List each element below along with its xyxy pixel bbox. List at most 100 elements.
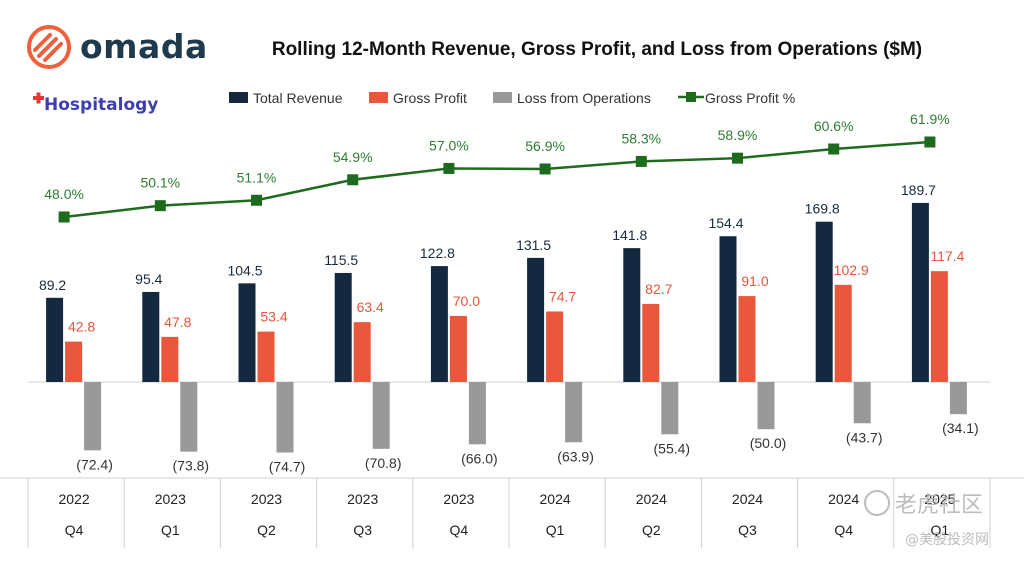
legend: Total Revenue Gross Profit Loss from Ope… bbox=[229, 90, 795, 106]
data-label-total-revenue: 189.7 bbox=[901, 182, 936, 198]
marker-gross-profit-pct bbox=[251, 194, 262, 206]
data-label-total-revenue: 89.2 bbox=[39, 277, 66, 293]
marker-gross-profit-pct bbox=[443, 162, 455, 174]
x-tick-year: 2024 bbox=[828, 491, 859, 507]
legend-swatch-gross-profit bbox=[369, 92, 388, 103]
x-tick-year: 2024 bbox=[732, 491, 763, 507]
x-tick-year: 2024 bbox=[540, 491, 571, 507]
line-gross-profit-pct bbox=[63, 140, 930, 219]
bar-gross-profit bbox=[834, 284, 852, 382]
x-tick-quarter: Q2 bbox=[642, 522, 661, 538]
bar-loss-from-operations bbox=[276, 382, 294, 453]
legend-marker-gross-profit-pct bbox=[686, 92, 696, 102]
bar-total-revenue bbox=[527, 257, 545, 382]
category-axis: 2022 Q4 2023 Q1 2023 Q2 2023 Q3 2023 Q4 2024 Q1 2024… bbox=[0, 477, 1024, 548]
marker-gross-profit-pct bbox=[539, 163, 551, 175]
data-label-gross-profit-pct: 48.0% bbox=[44, 186, 84, 202]
marker-gross-profit-pct bbox=[732, 152, 743, 164]
x-tick-quarter: Q4 bbox=[450, 522, 469, 538]
plot-area: 89.2 42.8 (72.4) 95.4 47.8 (73.8) 104.5 53.4 (74… bbox=[28, 111, 990, 475]
bar-total-revenue bbox=[334, 272, 352, 382]
data-label-gross-profit-pct: 60.6% bbox=[814, 118, 854, 134]
x-tick-quarter: Q2 bbox=[257, 522, 276, 538]
omada-logo: omada bbox=[27, 25, 208, 69]
bar-gross-profit bbox=[161, 336, 179, 382]
bar-total-revenue bbox=[719, 236, 737, 382]
x-tick-quarter: Q4 bbox=[834, 522, 853, 538]
bar-loss-from-operations bbox=[180, 382, 198, 452]
data-label-total-revenue: 141.8 bbox=[612, 227, 647, 243]
x-tick-year: 2023 bbox=[155, 491, 186, 507]
legend-label-gross-profit-pct: Gross Profit % bbox=[705, 90, 795, 106]
data-label-total-revenue: 122.8 bbox=[420, 245, 455, 261]
legend-swatch-revenue bbox=[229, 92, 248, 103]
data-label-gross-profit: 53.4 bbox=[260, 309, 287, 325]
data-label-loss-from-operations: (50.0) bbox=[750, 435, 787, 451]
data-label-total-revenue: 131.5 bbox=[516, 237, 551, 253]
legend-label-loss: Loss from Operations bbox=[517, 90, 651, 106]
data-label-gross-profit-pct: 58.3% bbox=[621, 130, 661, 146]
data-label-gross-profit: 47.8 bbox=[164, 314, 191, 330]
marker-gross-profit-pct bbox=[347, 174, 359, 186]
legend-item-loss: Loss from Operations bbox=[493, 90, 651, 106]
bar-total-revenue bbox=[815, 221, 833, 382]
hospitalogy-logo-text: Hospitalogy bbox=[44, 95, 158, 115]
bar-loss-from-operations bbox=[757, 382, 775, 430]
data-label-gross-profit-pct: 50.1% bbox=[140, 175, 180, 191]
data-label-gross-profit-pct: 61.9% bbox=[910, 111, 950, 127]
data-label-total-revenue: 95.4 bbox=[135, 271, 162, 287]
x-tick-year: 2023 bbox=[443, 491, 474, 507]
bar-total-revenue bbox=[430, 266, 448, 382]
bar-gross-profit bbox=[257, 331, 275, 382]
x-tick-year: 2022 bbox=[59, 491, 90, 507]
bar-gross-profit bbox=[449, 315, 467, 382]
x-tick-quarter: Q3 bbox=[738, 522, 757, 538]
data-label-total-revenue: 104.5 bbox=[227, 262, 262, 278]
bar-loss-from-operations bbox=[853, 382, 871, 424]
x-tick-quarter: Q1 bbox=[161, 522, 180, 538]
data-label-total-revenue: 154.4 bbox=[708, 215, 743, 231]
data-label-gross-profit: 74.7 bbox=[549, 288, 576, 304]
data-label-loss-from-operations: (34.1) bbox=[942, 420, 979, 436]
bar-total-revenue bbox=[238, 283, 256, 382]
data-label-loss-from-operations: (66.0) bbox=[461, 450, 498, 466]
marker-gross-profit-pct bbox=[924, 136, 936, 148]
data-label-gross-profit-pct: 58.9% bbox=[718, 127, 758, 143]
x-tick-quarter: Q1 bbox=[546, 522, 565, 538]
x-tick-year: 2025 bbox=[924, 491, 955, 507]
data-label-gross-profit: 117.4 bbox=[930, 248, 964, 264]
hospitalogy-cross-icon bbox=[33, 92, 44, 104]
marker-gross-profit-pct bbox=[154, 200, 166, 212]
legend-swatch-loss bbox=[493, 92, 512, 103]
omada-logo-text: omada bbox=[80, 27, 208, 66]
data-label-gross-profit: 63.4 bbox=[357, 299, 384, 315]
bar-gross-profit bbox=[546, 311, 564, 382]
data-label-loss-from-operations: (73.8) bbox=[173, 458, 210, 474]
data-label-gross-profit-pct: 57.0% bbox=[429, 137, 469, 153]
data-label-loss-from-operations: (63.9) bbox=[557, 448, 594, 464]
marker-gross-profit-pct bbox=[828, 143, 840, 155]
data-label-total-revenue: 169.8 bbox=[805, 201, 840, 217]
legend-item-gross-profit-pct: Gross Profit % bbox=[678, 90, 795, 106]
watermark: 老虎社区 @美股投资网 bbox=[864, 490, 989, 548]
marker-gross-profit-pct bbox=[635, 155, 647, 167]
bar-loss-from-operations bbox=[84, 382, 102, 451]
bar-gross-profit bbox=[65, 341, 83, 382]
data-label-loss-from-operations: (55.4) bbox=[654, 440, 691, 456]
watermark-main: 老虎社区 bbox=[895, 493, 983, 518]
data-label-gross-profit: 42.8 bbox=[68, 319, 95, 335]
bar-loss-from-operations bbox=[372, 382, 390, 449]
x-tick-year: 2023 bbox=[347, 491, 378, 507]
data-label-loss-from-operations: (43.7) bbox=[846, 429, 883, 445]
data-label-gross-profit: 91.0 bbox=[741, 273, 768, 289]
marker-gross-profit-pct bbox=[58, 211, 70, 223]
bar-total-revenue bbox=[911, 202, 929, 382]
bar-gross-profit bbox=[353, 322, 371, 382]
data-label-gross-profit-pct: 56.9% bbox=[525, 138, 565, 154]
x-tick-year: 2024 bbox=[636, 491, 667, 507]
data-label-loss-from-operations: (72.4) bbox=[76, 456, 113, 472]
legend-item-revenue: Total Revenue bbox=[229, 90, 343, 106]
hospitalogy-logo: Hospitalogy bbox=[33, 92, 158, 115]
bar-loss-from-operations bbox=[949, 382, 967, 415]
